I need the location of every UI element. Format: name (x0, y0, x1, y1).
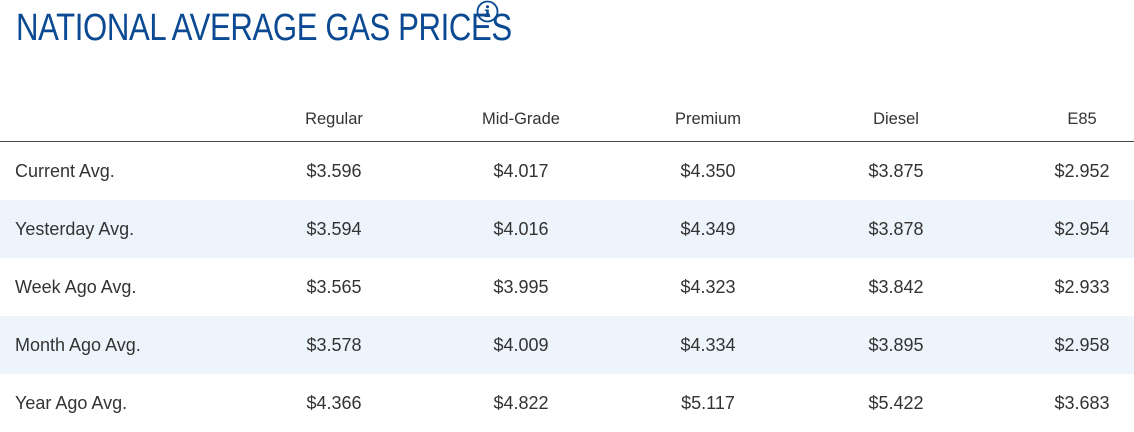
price-premium: $4.323 (680, 276, 736, 297)
price-mid-grade: $4.009 (493, 334, 549, 355)
column-header-regular: Regular (305, 110, 363, 128)
price-diesel: $3.878 (868, 218, 924, 239)
gas-prices-table: Regular Mid-Grade Premium Diesel E85 Cur… (0, 96, 1134, 432)
price-premium: $4.349 (680, 218, 736, 239)
row-label: Current Avg. (15, 160, 115, 181)
price-premium: $4.350 (680, 160, 736, 181)
price-e85: $2.952 (1054, 160, 1110, 181)
page-title: NATIONAL AVERAGE GAS PRICES (16, 7, 512, 49)
price-premium: $5.117 (681, 392, 735, 413)
price-e85: $2.933 (1054, 276, 1110, 297)
row-label: Month Ago Avg. (15, 334, 141, 355)
price-diesel: $5.422 (868, 392, 924, 413)
row-label: Yesterday Avg. (15, 218, 135, 239)
price-regular: $3.594 (306, 218, 362, 239)
price-mid-grade: $4.017 (493, 160, 549, 181)
price-diesel: $3.875 (868, 160, 924, 181)
table-row: Year Ago Avg. $4.366 $4.822 $5.117 $5.42… (0, 374, 1134, 432)
column-header-mid-grade: Mid-Grade (482, 110, 560, 128)
price-mid-grade: $4.016 (493, 218, 549, 239)
price-e85: $2.958 (1054, 334, 1110, 355)
column-header-diesel: Diesel (873, 110, 919, 128)
price-regular: $3.578 (306, 334, 362, 355)
table-row: Yesterday Avg. $3.594 $4.016 $4.349 $3.8… (0, 200, 1134, 258)
table-header-row: Regular Mid-Grade Premium Diesel E85 (0, 96, 1134, 142)
price-e85: $2.954 (1054, 218, 1110, 239)
row-label: Year Ago Avg. (15, 392, 128, 413)
price-regular: $3.596 (306, 160, 362, 181)
row-label: Week Ago Avg. (15, 276, 137, 297)
price-mid-grade: $4.822 (493, 392, 549, 413)
table-row: Month Ago Avg. $3.578 $4.009 $4.334 $3.8… (0, 316, 1134, 374)
price-regular: $4.366 (306, 392, 362, 413)
table-row: Current Avg. $3.596 $4.017 $4.350 $3.875… (0, 142, 1134, 200)
table-row: Week Ago Avg. $3.565 $3.995 $4.323 $3.84… (0, 258, 1134, 316)
column-header-premium: Premium (674, 110, 741, 128)
price-diesel: $3.842 (868, 276, 924, 297)
column-header-e85: E85 (1067, 110, 1097, 128)
title-bar: NATIONAL AVERAGE GAS PRICES (16, 6, 621, 52)
price-premium: $4.334 (680, 334, 736, 355)
info-icon[interactable] (476, 0, 499, 23)
price-regular: $3.565 (306, 276, 362, 297)
price-diesel: $3.895 (868, 334, 924, 355)
price-e85: $3.683 (1054, 392, 1110, 413)
price-mid-grade: $3.995 (493, 276, 549, 297)
